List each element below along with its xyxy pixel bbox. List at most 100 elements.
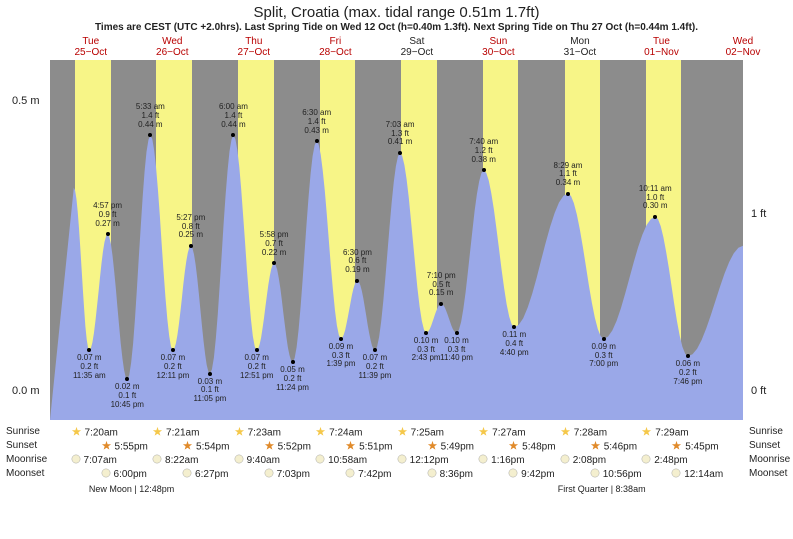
low-tide-label: 0.10 m0.3 ft2:43 pm	[412, 337, 441, 363]
tide-dot	[291, 360, 295, 364]
y-axis-right-tick: 0 ft	[751, 385, 766, 397]
tide-dot	[208, 372, 212, 376]
sunrise-cell: 7:25am	[397, 426, 444, 440]
moon-icon	[560, 454, 570, 467]
tide-dot	[171, 348, 175, 352]
star-icon	[590, 440, 601, 454]
sunrise-cell: 7:27am	[478, 426, 525, 440]
footer-row-label-left: Sunset	[6, 440, 37, 451]
moon-icon	[345, 468, 355, 481]
moon-icon	[478, 454, 488, 467]
low-tide-label: 0.09 m0.3 ft1:39 pm	[327, 343, 356, 369]
moon-icon	[101, 468, 111, 481]
moonrise-cell: 7:07am	[71, 454, 117, 467]
sunset-cell: 5:48pm	[508, 440, 555, 454]
high-tide-label: 6:30 pm0.6 ft0.19 m	[343, 249, 372, 275]
footer-row-label-left: Moonrise	[6, 454, 47, 465]
high-tide-label: 6:30 am1.4 ft0.43 m	[302, 109, 331, 135]
high-tide-label: 4:57 pm0.9 ft0.27 m	[93, 202, 122, 228]
high-tide-label: 7:40 am1.2 ft0.38 m	[469, 138, 498, 164]
tide-dot	[355, 279, 359, 283]
moonrise-cell: 9:40am	[234, 454, 280, 467]
tide-dot	[87, 348, 91, 352]
moon-icon	[152, 454, 162, 467]
day-header: Sun30−Oct	[473, 36, 523, 58]
tide-dot	[398, 151, 402, 155]
tide-dot	[424, 331, 428, 335]
tide-dot	[482, 168, 486, 172]
low-tide-label: 0.06 m0.2 ft7:46 pm	[673, 360, 702, 386]
sunset-cell: 5:49pm	[427, 440, 474, 454]
sunset-cell: 5:55pm	[101, 440, 148, 454]
moon-icon	[590, 468, 600, 481]
day-header: Mon31−Oct	[555, 36, 605, 58]
star-icon	[345, 440, 356, 454]
tide-dot	[566, 192, 570, 196]
sunrise-cell: 7:24am	[315, 426, 362, 440]
day-header: Tue25−Oct	[66, 36, 116, 58]
tide-dot	[272, 261, 276, 265]
y-axis-right-tick: 1 ft	[751, 208, 766, 220]
day-header: Tue01−Nov	[636, 36, 686, 58]
tide-dot	[255, 348, 259, 352]
moonset-cell: 7:03pm	[264, 468, 310, 481]
moonrise-cell: 2:48pm	[641, 454, 687, 467]
footer-row-label-left: Moonset	[6, 468, 44, 479]
star-icon	[641, 426, 652, 440]
sunset-cell: 5:51pm	[345, 440, 392, 454]
high-tide-label: 5:33 am1.4 ft0.44 m	[136, 103, 165, 129]
star-icon	[508, 440, 519, 454]
moon-icon	[508, 468, 518, 481]
sunset-cell: 5:52pm	[264, 440, 311, 454]
day-header: Wed26−Oct	[147, 36, 197, 58]
plot-area: 0.07 m0.2 ft11:35 am 4:57 pm0.9 ft0.27 m 0…	[50, 60, 743, 420]
star-icon	[182, 440, 193, 454]
sunset-cell: 5:54pm	[182, 440, 229, 454]
moonset-cell: 7:42pm	[345, 468, 391, 481]
sunset-cell: 5:46pm	[590, 440, 637, 454]
day-header: Wed02−Nov	[718, 36, 768, 58]
moon-icon	[182, 468, 192, 481]
moonrise-cell: 1:16pm	[478, 454, 524, 467]
star-icon	[671, 440, 682, 454]
moon-icon	[641, 454, 651, 467]
moon-icon	[315, 454, 325, 467]
tide-dot	[315, 139, 319, 143]
footer-row-label-right: Sunrise	[749, 426, 783, 437]
tide-dot	[125, 377, 129, 381]
low-tide-label: 0.05 m0.2 ft11:24 pm	[276, 366, 309, 392]
moonset-cell: 8:36pm	[427, 468, 473, 481]
tide-dot	[439, 302, 443, 306]
moon-icon	[397, 454, 407, 467]
day-header: Sat29−Oct	[392, 36, 442, 58]
star-icon	[71, 426, 82, 440]
low-tide-label: 0.07 m0.2 ft12:51 pm	[240, 354, 273, 380]
moonset-cell: 9:42pm	[508, 468, 554, 481]
high-tide-label: 5:27 pm0.8 ft0.25 m	[176, 214, 205, 240]
star-icon	[427, 440, 438, 454]
tide-dot	[106, 232, 110, 236]
tide-dot	[339, 337, 343, 341]
footer-row-label-right: Moonrise	[749, 454, 790, 465]
tide-dot	[512, 325, 516, 329]
low-tide-label: 0.07 m0.2 ft11:39 pm	[359, 354, 392, 380]
tide-dot	[373, 348, 377, 352]
moonset-cell: 6:00pm	[101, 468, 147, 481]
sunrise-cell: 7:28am	[560, 426, 607, 440]
tide-dot	[189, 244, 193, 248]
low-tide-label: 0.07 m0.2 ft11:35 am	[73, 354, 106, 380]
star-icon	[264, 440, 275, 454]
low-tide-label: 0.02 m0.1 ft10:45 pm	[111, 383, 144, 409]
day-header: Thu27−Oct	[229, 36, 279, 58]
y-axis-left-tick: 0.5 m	[12, 95, 40, 107]
low-tide-label: 0.03 m0.1 ft11:05 pm	[194, 378, 227, 404]
star-icon	[234, 426, 245, 440]
footer-row-label-right: Moonset	[749, 468, 787, 479]
high-tide-label: 5:58 pm0.7 ft0.22 m	[260, 231, 289, 257]
tide-dot	[148, 133, 152, 137]
moon-icon	[671, 468, 681, 481]
tide-dot	[455, 331, 459, 335]
star-icon	[152, 426, 163, 440]
moon-phase-label: New Moon | 12:48pm	[89, 484, 174, 494]
star-icon	[397, 426, 408, 440]
